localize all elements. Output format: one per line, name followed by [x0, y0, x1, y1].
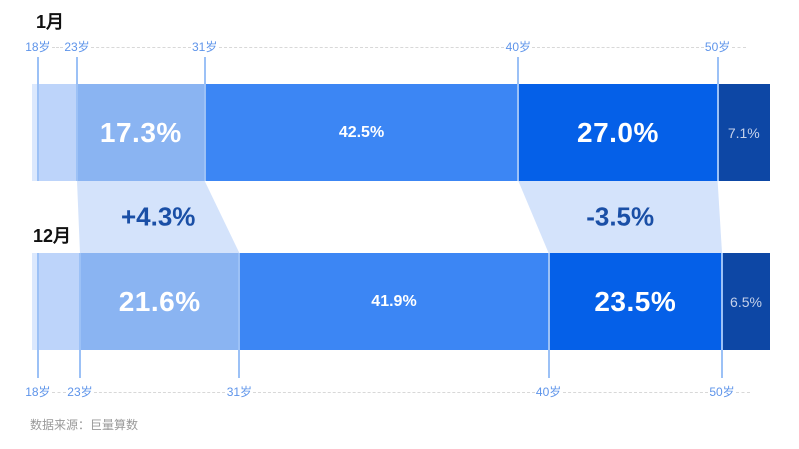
- age-tick: [203, 57, 206, 181]
- segment-value-label: 41.9%: [371, 292, 417, 310]
- delta-label-increase: +4.3%: [120, 201, 196, 232]
- age-tick: [716, 57, 719, 181]
- age-axis-label: 23岁: [64, 40, 90, 54]
- segment-value-label: 23.5%: [594, 285, 677, 317]
- age-axis-label: 40岁: [505, 40, 531, 54]
- flow-band: [518, 181, 723, 253]
- segment-value-label: 17.3%: [99, 116, 182, 148]
- age-axis-label: 31岁: [192, 40, 218, 54]
- segment-value-label: 6.5%: [730, 293, 762, 310]
- segment-value-label: 27.0%: [577, 116, 659, 148]
- axis-dashed-line: [51, 392, 66, 393]
- segment-dec-1: [37, 253, 80, 350]
- segment-jan-4: 27.0%: [518, 84, 718, 181]
- age-tick: [78, 253, 81, 378]
- axis-dashed-line: [91, 47, 191, 48]
- age-axis-label: 50岁: [709, 385, 735, 399]
- axis-dashed-line: [736, 392, 751, 393]
- age-tick: [238, 253, 241, 378]
- age-tick: [36, 253, 39, 378]
- age-axis-label: 23岁: [67, 385, 93, 399]
- segment-value-label: 7.1%: [727, 124, 760, 141]
- delta-label-decrease: -3.5%: [586, 201, 655, 232]
- segment-dec-0: [32, 253, 38, 350]
- axis-dashed-line: [253, 392, 535, 393]
- segment-dec-4: 23.5%: [548, 253, 723, 350]
- bar-title-jan: 1月: [36, 12, 65, 32]
- axis-dashed-line: [562, 392, 709, 393]
- age-axis-label: 18岁: [25, 40, 51, 54]
- segment-value-label: 42.5%: [338, 123, 385, 141]
- bar-dec: 21.6% 41.9% 23.5% 6.5%: [32, 253, 770, 350]
- axis-dashed-line: [218, 47, 505, 48]
- segment-jan-3: 42.5%: [204, 84, 519, 181]
- age-axis-label: 31岁: [226, 385, 253, 399]
- axis-dashed-line: [731, 47, 746, 48]
- age-axis-label: 18岁: [25, 385, 51, 399]
- segment-dec-5: 6.5%: [722, 253, 770, 350]
- age-tick: [721, 253, 724, 378]
- age-tick: [517, 57, 520, 181]
- flow-band: [77, 181, 240, 253]
- axis-dashed-line: [532, 47, 704, 48]
- segment-jan-1: [37, 84, 77, 181]
- axis-dashed-line: [93, 392, 226, 393]
- axis-dashed-line: [51, 47, 63, 48]
- segment-dec-3: 41.9%: [239, 253, 549, 350]
- age-axis-label: 40岁: [535, 385, 562, 399]
- age-axis-label: 50岁: [704, 40, 731, 54]
- source-note: 数据来源：巨量算数: [30, 418, 139, 432]
- age-tick: [76, 57, 79, 181]
- segment-value-label: 21.6%: [118, 285, 201, 317]
- bar-jan: 17.3% 42.5% 27.0% 7.1%: [32, 84, 770, 181]
- age-tick: [547, 253, 550, 378]
- age-tick: [36, 57, 39, 181]
- segment-jan-2: 17.3%: [77, 84, 205, 181]
- segment-jan-5: 7.1%: [717, 84, 770, 181]
- bar-title-dec: 12月: [33, 226, 72, 246]
- segment-dec-2: 21.6%: [79, 253, 240, 350]
- segment-jan-0: [32, 84, 38, 181]
